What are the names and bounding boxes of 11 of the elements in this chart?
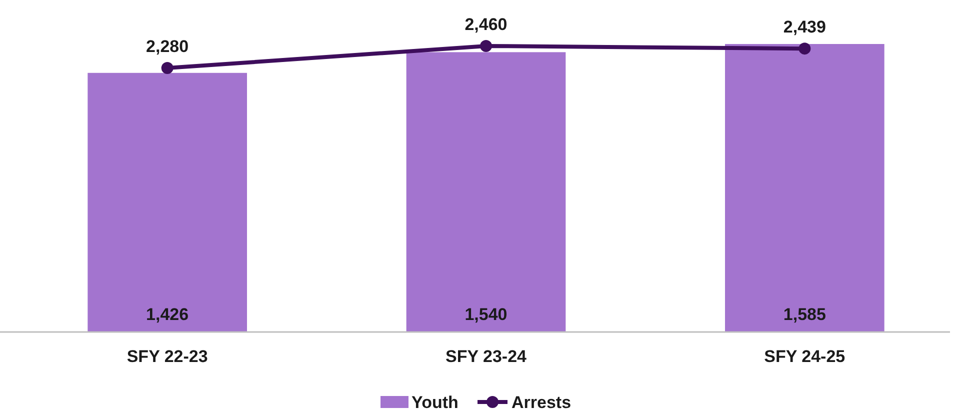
- data-label: 1,585: [783, 305, 826, 324]
- x-tick-label: SFY 23-24: [446, 347, 528, 366]
- x-tick-label: SFY 22-23: [126, 347, 208, 366]
- data-label: 1,426: [146, 305, 189, 324]
- data-label: 2,460: [464, 15, 508, 34]
- legend-label: Arrests: [512, 393, 572, 412]
- legend-label: Youth: [412, 393, 458, 412]
- data-label: 2,280: [146, 37, 189, 56]
- data-label: 2,439: [783, 18, 826, 37]
- x-tick-label: SFY 24-25: [764, 347, 846, 366]
- data-label: 1,540: [464, 305, 508, 324]
